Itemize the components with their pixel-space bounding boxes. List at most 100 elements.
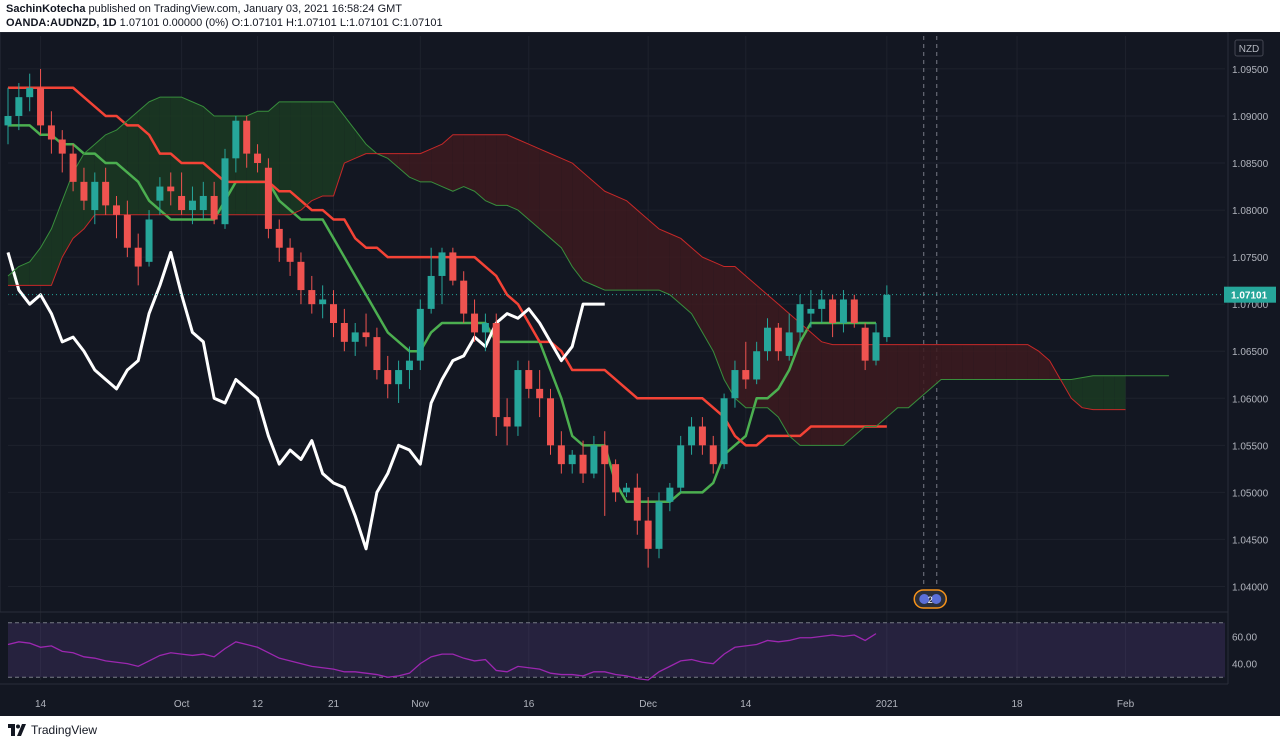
candle-up	[405, 360, 413, 371]
symbol-label[interactable]: OANDA:AUDNZD, 1D	[6, 17, 117, 29]
cloud-segment-bearish	[995, 344, 1007, 380]
grid-lines	[0, 32, 1229, 680]
candle-down	[254, 153, 262, 164]
currency-label: NZD	[1239, 44, 1260, 55]
brand-label: TradingView	[31, 723, 98, 737]
cloud-segment-bullish	[18, 261, 30, 286]
cloud-segment-bearish	[550, 153, 562, 248]
cloud-segment-bearish	[713, 261, 725, 380]
tradingview-logo[interactable]: TradingView	[8, 723, 97, 737]
candle-up	[91, 181, 99, 211]
y-tick-label: 1.06000	[1232, 394, 1269, 405]
y-tick-label: 1.07500	[1232, 253, 1269, 264]
footer-bar: TradingView	[0, 716, 1280, 745]
x-tick-label: Nov	[411, 699, 429, 710]
candle-up	[26, 87, 34, 98]
x-tick-label: 2021	[876, 699, 899, 710]
cloud-segment-bearish	[865, 344, 876, 427]
cloud-segment-bullish	[203, 106, 215, 215]
cloud-segment-bearish	[442, 134, 453, 192]
candle-up	[481, 323, 489, 333]
event-marker[interactable]: 2	[913, 589, 947, 609]
candle-down	[742, 370, 750, 380]
candle-up	[221, 158, 229, 225]
price-chart[interactable]: NZD 1.09500 1.09000 1.08500 1.08000 1.07500 1.…	[0, 32, 1280, 716]
candle-up	[199, 195, 207, 211]
rsi-tick-label: 40.00	[1232, 660, 1257, 671]
candle-down	[612, 464, 620, 493]
rsi-tick-label: 60.00	[1232, 632, 1257, 643]
cloud-segment-bullish	[127, 111, 139, 215]
candle-down	[547, 398, 554, 446]
price-axis-background	[1228, 32, 1280, 716]
y-tick-label: 1.05000	[1232, 488, 1269, 499]
candle-down	[644, 520, 652, 549]
candle-up	[568, 454, 576, 465]
cloud-segment-bearish	[908, 344, 920, 408]
cloud-segment-bullish	[1082, 375, 1093, 410]
candle-down	[536, 388, 544, 399]
candle-up	[416, 308, 424, 361]
candle-up	[731, 370, 739, 399]
cloud-segment-bearish	[626, 200, 638, 291]
cloud-segment-bullish	[279, 101, 291, 215]
cloud-segment-bearish	[1017, 344, 1028, 380]
candle-down	[579, 454, 587, 474]
x-tick-label: 21	[328, 699, 340, 710]
candle-down	[384, 370, 392, 385]
rsi-pane	[0, 611, 1228, 681]
cloud-segment-bearish	[420, 148, 432, 182]
author-name[interactable]: SachinKotecha	[6, 3, 86, 15]
candle-down	[698, 426, 706, 446]
candle-down	[850, 299, 858, 323]
cloud-segment-bullish	[290, 101, 301, 215]
y-tick-label: 1.08500	[1232, 159, 1269, 170]
y-tick-label: 1.06500	[1232, 347, 1269, 358]
last-price-badge	[1224, 286, 1276, 303]
cloud-segment-bearish	[919, 344, 931, 399]
candle-down	[525, 370, 533, 389]
candle-up	[872, 332, 880, 361]
cloud-segment-bullish	[40, 228, 52, 286]
x-tick-label: 16	[523, 699, 535, 710]
candle-up	[677, 445, 685, 488]
candle-down	[330, 304, 337, 323]
candle-down	[243, 120, 251, 154]
y-tick-label: 1.04000	[1232, 582, 1269, 593]
cloud-segment-bearish	[409, 153, 421, 182]
cloud-segment-bearish	[648, 219, 659, 291]
candle-down	[275, 228, 283, 248]
candle-down	[102, 181, 110, 206]
cloud-segment-bullish	[344, 115, 356, 164]
candle-down	[362, 332, 370, 338]
y-tick-label: 1.07000	[1232, 300, 1269, 311]
cloud-segment-bearish	[572, 163, 584, 281]
candle-down	[460, 280, 468, 314]
cloud-segment-bearish	[843, 344, 855, 446]
cloud-segment-bearish	[507, 134, 518, 211]
cloud-segment-bearish	[593, 181, 605, 291]
x-tick-label: 18	[1011, 699, 1023, 710]
cloud-segment-bearish	[669, 233, 681, 305]
axes: NZD 1.09500 1.09000 1.08500 1.08000 1.07500 1.…	[0, 32, 1280, 716]
cloud-segment-bearish	[680, 238, 692, 314]
cloud-segment-bearish	[984, 344, 996, 380]
cloud-segment-bearish	[539, 148, 551, 239]
candle-down	[58, 139, 66, 154]
line-tenkan	[8, 124, 876, 504]
candle-down	[308, 290, 316, 305]
candle-down	[503, 417, 511, 427]
candle-down	[557, 445, 565, 465]
cloud-segment-bearish	[691, 247, 703, 333]
cloud-segment-bearish	[778, 304, 790, 436]
x-tick-label: 14	[35, 699, 47, 710]
cloud-segment-bullish	[1093, 375, 1104, 410]
ohlc-values: 1.07101 0.00000 (0%) O:1.07101 H:1.07101…	[119, 17, 443, 29]
candle-down	[167, 186, 175, 192]
candle-up	[796, 304, 804, 333]
candle-down	[340, 323, 348, 342]
candle-up	[232, 120, 240, 159]
cloud-segment-bearish	[452, 134, 464, 192]
candle-down	[601, 445, 609, 465]
candle-down	[774, 327, 782, 352]
